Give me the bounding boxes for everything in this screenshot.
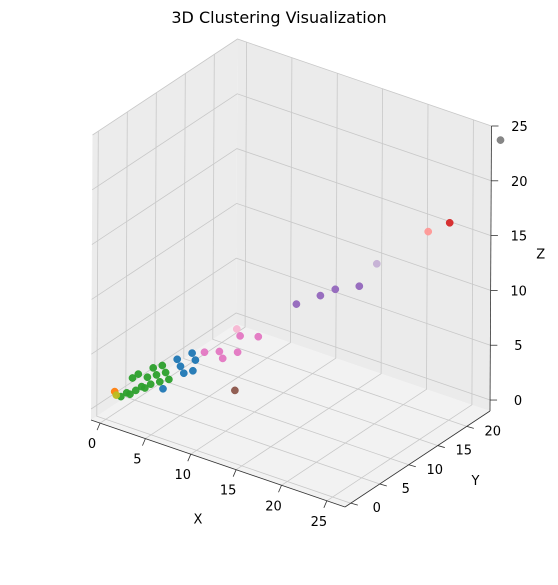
x-gridline — [235, 88, 384, 471]
z-gridline — [91, 257, 491, 355]
y-tick-label: 15 — [456, 444, 473, 459]
y-axis-label: Y — [471, 474, 480, 489]
data-point — [292, 300, 301, 308]
x-tick-mark — [142, 438, 146, 446]
x-tick-mark — [323, 500, 328, 508]
y-tick-mark — [350, 502, 358, 506]
x-tick-label: 10 — [175, 468, 192, 483]
x-gridline — [99, 42, 248, 424]
x-tick-label: 0 — [88, 437, 96, 452]
axis-labels: X Y Z — [194, 248, 546, 528]
axis-lines — [90, 125, 492, 508]
z-tick-label: 5 — [514, 339, 522, 354]
data-point — [143, 373, 152, 382]
x-tick-label: 15 — [220, 484, 237, 499]
data-point — [218, 354, 227, 363]
left-pane — [91, 39, 238, 420]
y-tick-mark — [437, 445, 445, 448]
y-gridline — [212, 54, 467, 427]
x-tick-mark — [96, 422, 101, 431]
y-tick-mark — [408, 464, 416, 468]
y-tick-label: 10 — [427, 463, 444, 478]
chart-title: 3D Clustering Visualization — [171, 8, 387, 27]
data-point — [189, 366, 197, 375]
scatter-points — [110, 136, 505, 401]
x-tick-mark — [187, 454, 192, 462]
x-gridline — [190, 73, 338, 455]
data-point — [445, 218, 454, 227]
y-axis-line — [344, 410, 491, 508]
data-point — [355, 282, 364, 291]
x-tick-mark — [278, 485, 282, 493]
data-point — [152, 371, 161, 379]
data-point — [331, 285, 340, 294]
y-gridline — [125, 111, 380, 485]
z-tick-label: 0 — [514, 394, 522, 409]
data-point — [146, 380, 155, 389]
x-axis-label: X — [194, 513, 203, 528]
data-point — [496, 136, 505, 144]
x-tick-label: 20 — [265, 499, 282, 514]
data-point — [200, 348, 209, 357]
z-axis-line — [489, 125, 492, 412]
data-point — [179, 369, 188, 378]
x-tick-label: 5 — [133, 453, 141, 468]
data-point — [316, 291, 325, 300]
data-point — [112, 391, 121, 399]
data-point — [161, 368, 170, 377]
data-point — [126, 390, 134, 399]
y-tick-label: 0 — [373, 501, 381, 516]
z-tick-label: 20 — [511, 175, 528, 190]
data-point — [372, 259, 381, 268]
data-point — [232, 325, 241, 333]
tick-labels: 0 5 10 15 20 25 0 5 10 15 20 0 5 10 15 20 25 — [88, 120, 528, 530]
z-axis-label: Z — [536, 248, 545, 263]
y-tick-label: 20 — [485, 424, 502, 439]
data-point — [191, 356, 200, 364]
x-tick-label: 25 — [311, 515, 328, 530]
z-tick-label: 15 — [511, 230, 528, 245]
z-gridline — [91, 148, 492, 245]
data-point — [236, 332, 244, 340]
z-gridline — [91, 202, 491, 300]
data-point — [155, 377, 164, 386]
data-point — [188, 349, 196, 357]
data-point — [141, 384, 149, 392]
z-gridline — [92, 38, 492, 136]
data-point — [159, 384, 167, 393]
y-tick-mark — [466, 425, 474, 429]
x-tick-mark — [232, 469, 237, 477]
z-tick-label: 25 — [511, 120, 528, 135]
data-point — [134, 370, 143, 378]
data-point — [215, 347, 224, 356]
data-point — [158, 361, 167, 370]
x-gridline — [145, 57, 293, 439]
data-point — [233, 348, 242, 357]
data-point — [424, 227, 433, 236]
data-point — [149, 364, 158, 372]
z-gridline — [91, 93, 492, 191]
data-point — [128, 374, 137, 382]
y-gridline — [183, 73, 438, 446]
data-point — [254, 332, 263, 341]
y-tick-label: 5 — [402, 482, 410, 497]
y-tick-mark — [379, 483, 387, 487]
data-point — [165, 375, 173, 384]
data-point — [231, 386, 239, 395]
x-gridline — [281, 104, 429, 486]
x-gridline — [326, 119, 474, 502]
data-point — [131, 386, 140, 395]
y-gridline — [96, 131, 351, 504]
data-point — [173, 355, 182, 364]
x-axis-line — [90, 419, 346, 508]
z-tick-label: 10 — [510, 284, 527, 299]
data-point — [176, 362, 185, 371]
